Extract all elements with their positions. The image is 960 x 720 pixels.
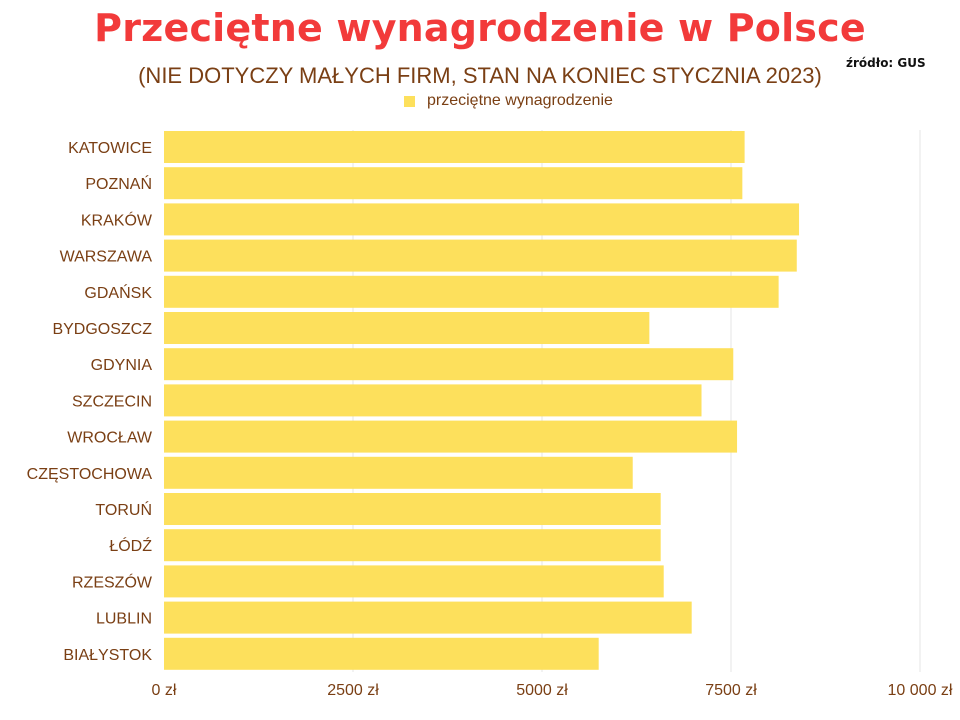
bar <box>164 348 734 381</box>
category-label: KATOWICE <box>68 140 152 157</box>
bar <box>164 420 738 453</box>
tick-label: 10 000 zł <box>888 682 953 699</box>
category-label: KRAKÓW <box>81 210 153 229</box>
category-label: GDYNIA <box>91 357 153 374</box>
bar <box>164 131 745 163</box>
category-label: LUBLIN <box>96 611 152 628</box>
bar <box>164 565 664 598</box>
category-label: SZCZECIN <box>72 393 152 410</box>
category-label: WARSZAWA <box>60 249 153 266</box>
legend-swatch <box>404 95 415 107</box>
category-label: WROCŁAW <box>67 430 153 447</box>
category-label: POZNAŃ <box>85 174 152 193</box>
bar <box>164 203 800 236</box>
chart-subtitle: (NIE DOTYCZY MAŁYCH FIRM, STAN NA KONIEC… <box>138 63 822 88</box>
bar <box>164 275 779 308</box>
bar <box>164 239 797 272</box>
bar <box>164 529 661 562</box>
category-label: CZĘSTOCHOWA <box>27 466 153 483</box>
tick-label: 5000 zł <box>516 682 568 699</box>
legend: przeciętne wynagrodzenie <box>404 92 613 110</box>
legend-label: przeciętne wynagrodzenie <box>427 92 613 109</box>
bar <box>164 493 661 525</box>
tick-label: 2500 zł <box>327 682 379 699</box>
category-label: BIAŁYSTOK <box>63 647 152 664</box>
bar <box>164 601 692 634</box>
category-label: BYDGOSZCZ <box>52 321 152 338</box>
category-label: GDAŃSK <box>84 283 152 302</box>
bar <box>164 637 599 670</box>
bar <box>164 456 633 489</box>
category-label: ŁÓDŹ <box>109 536 152 555</box>
category-label: TORUŃ <box>95 500 152 519</box>
bar <box>164 384 702 417</box>
category-label: RZESZÓW <box>72 572 153 591</box>
bar <box>164 167 743 200</box>
source-note: źródło: GUS <box>846 56 926 70</box>
tick-label: 7500 zł <box>705 682 757 699</box>
chart-title: Przeciętne wynagrodzenie w Polsce <box>94 6 866 50</box>
bar <box>164 312 650 344</box>
tick-label: 0 zł <box>152 682 177 699</box>
